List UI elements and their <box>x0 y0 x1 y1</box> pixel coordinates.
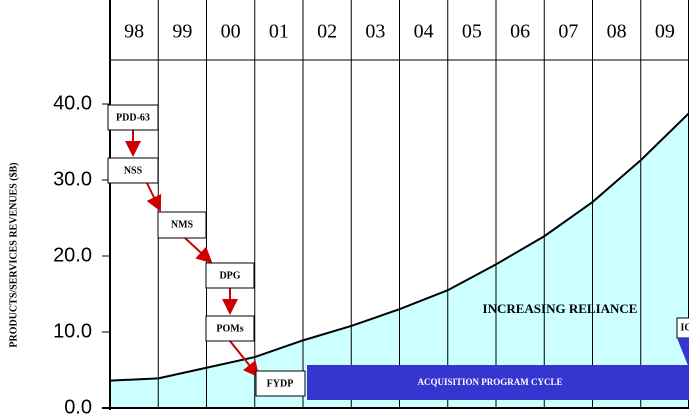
x-tick-label: 03 <box>365 21 385 43</box>
annotation: DPG <box>219 270 240 281</box>
y-tick-label: 0.0 <box>64 396 92 415</box>
y-tick-label: 10.0 <box>53 320 92 342</box>
annotation: POMs <box>216 323 243 334</box>
y-tick-label: 30.0 <box>53 168 92 190</box>
x-tick-label: 06 <box>510 21 530 43</box>
y-tick-label: 40.0 <box>53 92 92 114</box>
annotation: FYDP <box>267 378 294 389</box>
line <box>109 112 689 382</box>
annotation-box <box>205 315 255 342</box>
annotation-box <box>107 104 159 131</box>
annotation: NSS <box>124 165 143 176</box>
annotation: NMS <box>171 219 194 230</box>
x-tick-label: 00 <box>221 21 241 43</box>
marker-triangle <box>677 338 689 368</box>
annotation: PDD-63 <box>116 112 150 123</box>
y-tick-label: 20.0 <box>53 244 92 266</box>
annotation: ACQUISITION PROGRAM CYCLE <box>417 377 562 387</box>
x-tick-label: 05 <box>462 21 482 43</box>
x-tick-label: 07 <box>558 21 578 43</box>
y-axis-label: PRODUCTS/SERVICES REVENUES ($B) <box>8 162 19 347</box>
annotation-box <box>255 370 306 397</box>
x-tick-label: 01 <box>269 21 289 43</box>
arrow <box>146 182 162 212</box>
x-tick-label: 99 <box>172 21 192 43</box>
annotation: INCREASING RELIANCE <box>483 301 638 316</box>
annotation-box <box>107 157 159 184</box>
annotation-box <box>205 262 255 289</box>
acquisition-bar <box>307 365 689 400</box>
x-tick-label: 98 <box>124 21 144 43</box>
annotation: IC <box>680 322 689 333</box>
annotation-box <box>157 211 207 239</box>
annotations: ACQUISITION PROGRAM CYCLE INCREASING REL… <box>107 104 689 400</box>
plot-area: 98 99 00 01 02 03 04 05 06 07 08 09 0.0 10.0 20.0 30.0 4… <box>53 0 689 415</box>
arrow <box>229 340 260 378</box>
arrow <box>184 237 213 264</box>
x-tick-label: 08 <box>607 21 627 43</box>
x-tick-label: 02 <box>317 21 337 43</box>
x-tick-label: 04 <box>414 21 434 43</box>
x-tick-label: 09 <box>655 21 675 43</box>
